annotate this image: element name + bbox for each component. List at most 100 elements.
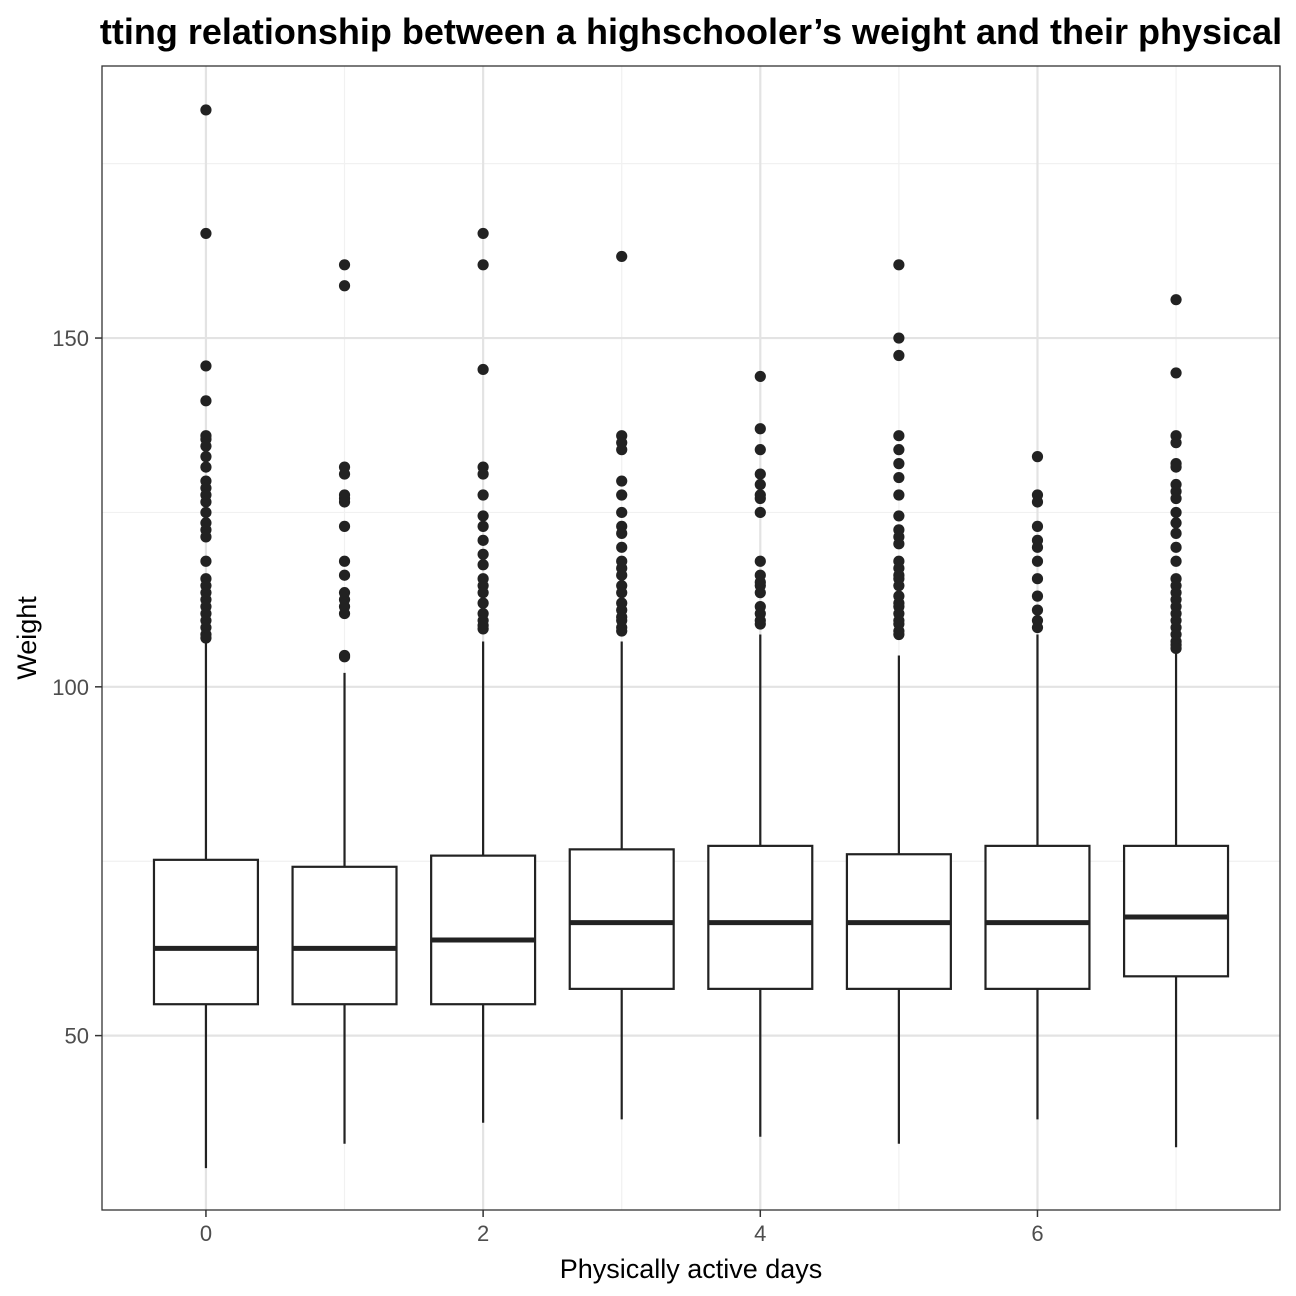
outlier-point bbox=[1170, 527, 1182, 539]
outlier-point bbox=[1031, 590, 1044, 602]
outlier-point bbox=[1031, 451, 1044, 463]
x-tick-label: 4 bbox=[754, 1221, 766, 1246]
x-tick-label: 0 bbox=[200, 1221, 212, 1246]
chart-title: tting relationship between a highschoole… bbox=[100, 11, 1282, 52]
outlier-point bbox=[754, 587, 766, 599]
box bbox=[430, 854, 537, 1006]
box-group-7 bbox=[1122, 294, 1230, 1148]
outlier-point bbox=[338, 259, 351, 271]
outlier-point bbox=[616, 625, 628, 637]
outlier-point bbox=[754, 555, 766, 567]
outlier-point bbox=[477, 363, 489, 376]
box bbox=[291, 865, 398, 1006]
outlier-point bbox=[893, 489, 905, 501]
outlier-point bbox=[616, 587, 628, 599]
outlier-point bbox=[893, 349, 905, 362]
x-tick-label: 2 bbox=[477, 1221, 489, 1246]
outlier-point bbox=[1170, 517, 1182, 529]
box bbox=[152, 858, 260, 1006]
outlier-point bbox=[616, 489, 628, 501]
outlier-point bbox=[338, 496, 351, 508]
outlier-point bbox=[754, 506, 766, 519]
outlier-point bbox=[616, 506, 628, 519]
outlier-point bbox=[1170, 541, 1182, 553]
outlier-point bbox=[1170, 555, 1182, 567]
outlier-point bbox=[1031, 520, 1044, 532]
outlier-point bbox=[200, 632, 212, 644]
outlier-point bbox=[616, 569, 628, 581]
outlier-point bbox=[477, 468, 489, 480]
outlier-point bbox=[754, 370, 766, 383]
outlier-point bbox=[616, 444, 628, 456]
box bbox=[568, 848, 675, 990]
outlier-point bbox=[477, 259, 489, 271]
outlier-point bbox=[477, 623, 489, 635]
outlier-point bbox=[893, 259, 905, 271]
box bbox=[984, 844, 1091, 990]
outlier-point bbox=[477, 548, 489, 560]
box-group-1 bbox=[291, 259, 398, 1144]
outlier-point bbox=[893, 332, 905, 344]
outlier-point bbox=[893, 580, 905, 592]
outlier-point bbox=[1170, 642, 1182, 655]
outlier-point bbox=[338, 520, 351, 532]
outlier-point bbox=[1031, 496, 1044, 508]
outlier-point bbox=[338, 607, 351, 620]
outlier-point bbox=[616, 527, 628, 539]
outlier-point bbox=[1031, 573, 1044, 585]
outlier-point bbox=[754, 478, 766, 491]
outlier-point bbox=[754, 468, 766, 480]
outlier-point bbox=[477, 227, 489, 240]
outlier-point bbox=[893, 628, 905, 641]
outlier-point bbox=[1170, 492, 1182, 505]
outlier-point bbox=[754, 444, 766, 456]
outlier-point bbox=[477, 597, 489, 609]
outlier-point bbox=[338, 555, 351, 567]
outlier-point bbox=[1170, 461, 1182, 473]
outlier-point bbox=[1170, 437, 1182, 449]
outlier-point bbox=[1031, 541, 1044, 553]
x-axis-label: Physically active days bbox=[560, 1254, 823, 1284]
outlier-point bbox=[893, 471, 905, 484]
box-group-6 bbox=[984, 451, 1091, 1120]
outlier-point bbox=[200, 461, 212, 473]
box-group-2 bbox=[430, 227, 537, 1123]
outlier-point bbox=[1031, 555, 1044, 567]
outlier-point bbox=[616, 475, 628, 487]
outlier-point bbox=[616, 250, 628, 263]
grid-lines bbox=[102, 66, 1280, 1210]
outlier-point bbox=[616, 541, 628, 553]
outlier-point bbox=[1031, 621, 1044, 634]
outlier-point bbox=[338, 468, 351, 480]
outlier-point bbox=[200, 395, 212, 407]
outlier-point bbox=[200, 227, 212, 240]
outlier-point bbox=[893, 510, 905, 522]
box-group-4 bbox=[707, 370, 814, 1137]
y-tick-label: 50 bbox=[65, 1024, 89, 1049]
outlier-point bbox=[200, 104, 212, 116]
panel-border bbox=[101, 65, 1281, 1211]
box-group-0 bbox=[152, 104, 260, 1169]
outlier-point bbox=[1170, 506, 1182, 519]
x-tick-label: 6 bbox=[1031, 1221, 1043, 1246]
outlier-point bbox=[754, 618, 766, 630]
outlier-point bbox=[1170, 367, 1182, 379]
outlier-point bbox=[893, 430, 905, 442]
outlier-point bbox=[200, 531, 212, 543]
outlier-point bbox=[893, 444, 905, 456]
y-tick-label: 100 bbox=[52, 675, 89, 700]
y-tick-label: 150 bbox=[52, 326, 89, 351]
outlier-point bbox=[200, 555, 212, 567]
box-group-5 bbox=[845, 259, 952, 1144]
box bbox=[707, 844, 814, 990]
outlier-point bbox=[477, 510, 489, 522]
outlier-point bbox=[754, 423, 766, 435]
outlier-point bbox=[200, 496, 212, 508]
boxes bbox=[152, 104, 1230, 1169]
outlier-point bbox=[200, 506, 212, 519]
outlier-point bbox=[338, 651, 351, 663]
outlier-point bbox=[477, 587, 489, 599]
outlier-point bbox=[477, 489, 489, 501]
outlier-point bbox=[1031, 604, 1044, 616]
